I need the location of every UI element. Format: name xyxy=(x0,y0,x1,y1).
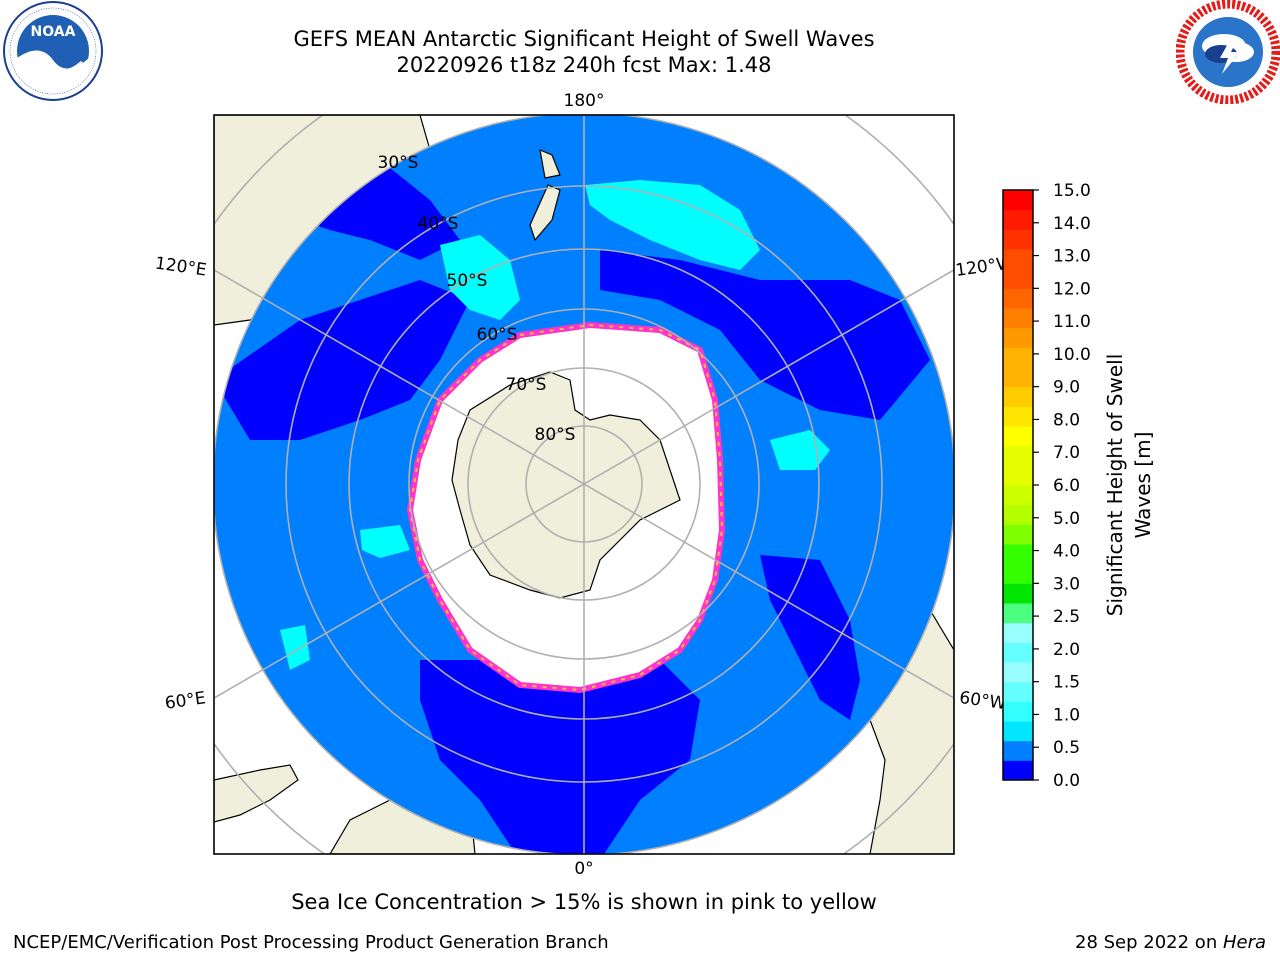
antarctica-land xyxy=(451,371,681,599)
colorbar-band xyxy=(1003,681,1033,702)
colorbar-band xyxy=(1003,288,1033,309)
chart-title: GEFS MEAN Antarctic Significant Height o… xyxy=(293,27,875,51)
graticule xyxy=(214,115,954,854)
colorbar-band xyxy=(1003,367,1033,388)
colorbar-band xyxy=(1003,662,1033,683)
colorbar-tick-label: 2.0 xyxy=(1053,640,1080,660)
colorbar-band xyxy=(1003,445,1033,466)
colorbar-band xyxy=(1003,740,1033,761)
colorbar-tick-label: 10.0 xyxy=(1053,345,1091,365)
lon-label-60e: 60°E xyxy=(164,688,207,713)
colorbar-band xyxy=(1003,190,1033,211)
colorbar: 0.0 0.5 1.0 1.5 2.0 2.5 3.0 4.0 5.0 6.0 7.0 8.0 9.0 1… xyxy=(1002,181,1091,791)
lon-label-120e: 120°E xyxy=(154,254,208,281)
sea-ice-note: Sea Ice Concentration > 15% is shown in … xyxy=(291,890,877,914)
colorbar-band xyxy=(1003,485,1033,506)
colorbar-band xyxy=(1003,465,1033,486)
colorbar-tick-label: 1.0 xyxy=(1053,705,1080,725)
colorbar-band xyxy=(1003,701,1033,722)
colorbar-band xyxy=(1003,524,1033,545)
svg-text:NOAA: NOAA xyxy=(31,24,76,40)
new-zealand-land xyxy=(529,149,561,242)
colorbar-band xyxy=(1003,622,1033,643)
colorbar-tick-label: 15.0 xyxy=(1053,181,1091,201)
colorbar-tick-label: 5.0 xyxy=(1053,509,1080,529)
colorbar-tick-label: 0.5 xyxy=(1053,738,1080,758)
noaa-logo: NOAA xyxy=(3,1,103,101)
footer-producer: NCEP/EMC/Verification Post Processing Pr… xyxy=(13,932,609,953)
colorbar-tick-label: 2.5 xyxy=(1053,607,1080,627)
colorbar-tick-label: 6.0 xyxy=(1053,476,1080,496)
colorbar-band xyxy=(1003,504,1033,525)
colorbar-band xyxy=(1003,229,1033,250)
colorbar-tick-label: 12.0 xyxy=(1053,279,1091,299)
colorbar-band xyxy=(1003,426,1033,447)
colorbar-band xyxy=(1003,249,1033,270)
colorbar-tick-label: 8.0 xyxy=(1053,410,1080,430)
nws-logo xyxy=(1176,0,1280,104)
footer-date: 28 Sep 2022 on Hera xyxy=(1075,932,1266,953)
colorbar-band xyxy=(1003,347,1033,368)
map-frame xyxy=(213,114,955,855)
colorbar-tick-label: 3.0 xyxy=(1053,574,1080,594)
colorbar-tick-label: 0.0 xyxy=(1053,771,1080,791)
lat-label-40s: 40°S xyxy=(418,214,459,234)
colorbar-tick-label: 4.0 xyxy=(1053,542,1080,562)
lat-label-30s: 30°S xyxy=(378,153,419,173)
lat-label-70s: 70°S xyxy=(506,375,547,395)
colorbar-label-line2: Waves [m] xyxy=(1131,432,1155,539)
colorbar-tick-label: 9.0 xyxy=(1053,378,1080,398)
colorbar-tick-label: 11.0 xyxy=(1053,312,1091,332)
colorbar-band xyxy=(1003,406,1033,427)
colorbar-tick-label: 1.5 xyxy=(1053,673,1080,693)
lon-label-180: 180° xyxy=(564,91,605,111)
colorbar-band xyxy=(1003,544,1033,565)
colorbar-band xyxy=(1003,327,1033,348)
colorbar-band xyxy=(1003,603,1033,624)
lon-label-0: 0° xyxy=(574,859,593,879)
lat-label-50s: 50°S xyxy=(447,271,488,291)
colorbar-band xyxy=(1003,563,1033,584)
colorbar-band xyxy=(1003,642,1033,663)
colorbar-band xyxy=(1003,209,1033,230)
colorbar-tick-label: 14.0 xyxy=(1053,214,1091,234)
footer-machine: Hera xyxy=(1222,932,1266,953)
lat-label-60s: 60°S xyxy=(477,325,518,345)
colorbar-band xyxy=(1003,386,1033,407)
colorbar-band xyxy=(1003,308,1033,329)
colorbar-tick-label: 7.0 xyxy=(1053,443,1080,463)
lat-label-80s: 80°S xyxy=(535,425,576,445)
colorbar-band xyxy=(1003,268,1033,289)
colorbar-band xyxy=(1003,583,1033,604)
chart-subtitle-run-info: 20220926 t18z 240h fcst Max: 1.48 xyxy=(396,53,772,77)
lon-label-60w: 60°W xyxy=(958,688,1007,714)
colorbar-label-line1: Significant Height of Swell xyxy=(1103,354,1127,616)
colorbar-band xyxy=(1003,760,1033,781)
footer-date-text: 28 Sep 2022 on xyxy=(1075,932,1223,953)
colorbar-band xyxy=(1003,721,1033,742)
colorbar-tick-label: 13.0 xyxy=(1053,247,1091,267)
